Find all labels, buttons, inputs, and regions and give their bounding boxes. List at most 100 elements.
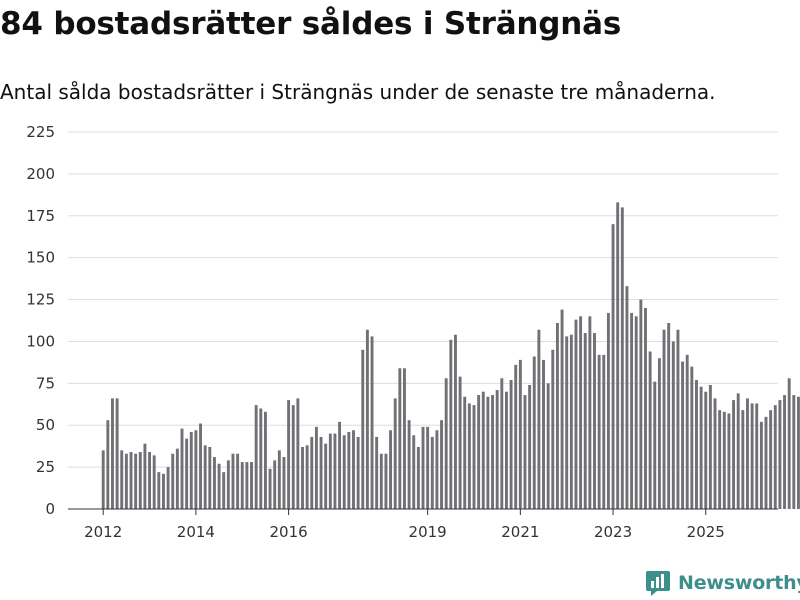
bar bbox=[384, 453, 388, 509]
bar bbox=[597, 354, 601, 509]
bar bbox=[708, 385, 712, 509]
bar bbox=[491, 395, 494, 509]
bar bbox=[797, 396, 800, 509]
bar bbox=[111, 398, 114, 509]
bar bbox=[648, 351, 652, 509]
bar bbox=[250, 462, 253, 509]
bar bbox=[430, 436, 434, 509]
bar bbox=[616, 202, 620, 509]
bar bbox=[500, 378, 504, 509]
bar bbox=[528, 385, 532, 509]
bar bbox=[588, 316, 592, 509]
bar bbox=[477, 395, 481, 509]
bar bbox=[301, 447, 304, 509]
bar bbox=[268, 468, 272, 509]
bar bbox=[203, 445, 207, 509]
bar bbox=[746, 398, 749, 509]
x-tick-label: 2014 bbox=[177, 523, 215, 541]
bar bbox=[732, 400, 736, 509]
bar bbox=[778, 400, 782, 509]
y-tick-label: 175 bbox=[26, 207, 55, 225]
bar bbox=[574, 319, 578, 509]
bar bbox=[634, 316, 638, 509]
bar bbox=[245, 462, 249, 509]
bar bbox=[189, 431, 193, 509]
bar bbox=[175, 448, 179, 509]
bar bbox=[625, 286, 629, 509]
bar bbox=[347, 431, 351, 509]
bar bbox=[115, 398, 119, 509]
bar bbox=[226, 460, 230, 509]
bar bbox=[333, 433, 337, 509]
bar bbox=[342, 435, 346, 509]
bar bbox=[305, 445, 309, 509]
bar bbox=[194, 430, 198, 509]
bar bbox=[583, 333, 587, 509]
bar bbox=[551, 349, 555, 509]
bar bbox=[518, 359, 522, 509]
bar bbox=[287, 400, 291, 509]
bar bbox=[764, 416, 768, 509]
bar bbox=[593, 333, 596, 509]
bar bbox=[653, 381, 657, 509]
bar bbox=[379, 453, 383, 509]
bar bbox=[722, 411, 726, 509]
bar bbox=[750, 403, 754, 509]
bar bbox=[157, 472, 161, 509]
bar bbox=[741, 410, 745, 509]
bar bbox=[676, 329, 680, 509]
newsworthy-brand: Newsworthy bbox=[645, 568, 800, 598]
bar bbox=[389, 430, 393, 509]
bar bbox=[138, 452, 142, 509]
bar bbox=[277, 450, 281, 509]
bar bbox=[787, 378, 791, 509]
bar bbox=[606, 312, 610, 509]
bar bbox=[773, 405, 777, 509]
bar bbox=[569, 334, 573, 509]
bar bbox=[273, 460, 277, 509]
bar bbox=[356, 436, 360, 509]
bar bbox=[472, 405, 476, 509]
bar bbox=[180, 428, 184, 509]
bar bbox=[704, 391, 708, 509]
bar bbox=[644, 307, 647, 509]
bar bbox=[509, 379, 513, 509]
bar bbox=[560, 309, 564, 509]
x-tick-label: 2016 bbox=[270, 523, 308, 541]
bar bbox=[514, 364, 518, 509]
page-title: 84 bostadsrätter såldes i Strängnäs bbox=[0, 6, 622, 42]
y-tick-label: 0 bbox=[45, 500, 55, 518]
bar bbox=[291, 405, 295, 509]
y-tick-label: 200 bbox=[26, 165, 55, 183]
bar bbox=[263, 411, 267, 509]
bar bbox=[727, 413, 731, 509]
bar bbox=[769, 410, 773, 509]
bar bbox=[254, 405, 258, 509]
bar bbox=[463, 396, 467, 509]
bar bbox=[324, 443, 328, 509]
bar bbox=[736, 393, 740, 509]
x-tick-label: 2012 bbox=[84, 523, 122, 541]
bar bbox=[352, 430, 355, 509]
bar bbox=[296, 398, 300, 509]
bar bbox=[101, 450, 105, 509]
bar bbox=[236, 453, 240, 509]
bar bbox=[208, 447, 212, 509]
bar bbox=[565, 336, 569, 509]
bars bbox=[101, 202, 800, 509]
bar bbox=[171, 453, 175, 509]
gridlines bbox=[68, 131, 778, 468]
bar bbox=[426, 426, 430, 509]
bar bbox=[398, 368, 402, 509]
bar bbox=[319, 436, 323, 509]
bar bbox=[421, 426, 425, 509]
bar bbox=[435, 430, 439, 509]
bar bbox=[537, 329, 541, 509]
bar bbox=[166, 467, 170, 509]
bar bbox=[449, 339, 453, 509]
bar bbox=[458, 376, 462, 509]
bar bbox=[542, 359, 545, 509]
bar bbox=[685, 354, 689, 509]
bar bbox=[695, 379, 698, 509]
